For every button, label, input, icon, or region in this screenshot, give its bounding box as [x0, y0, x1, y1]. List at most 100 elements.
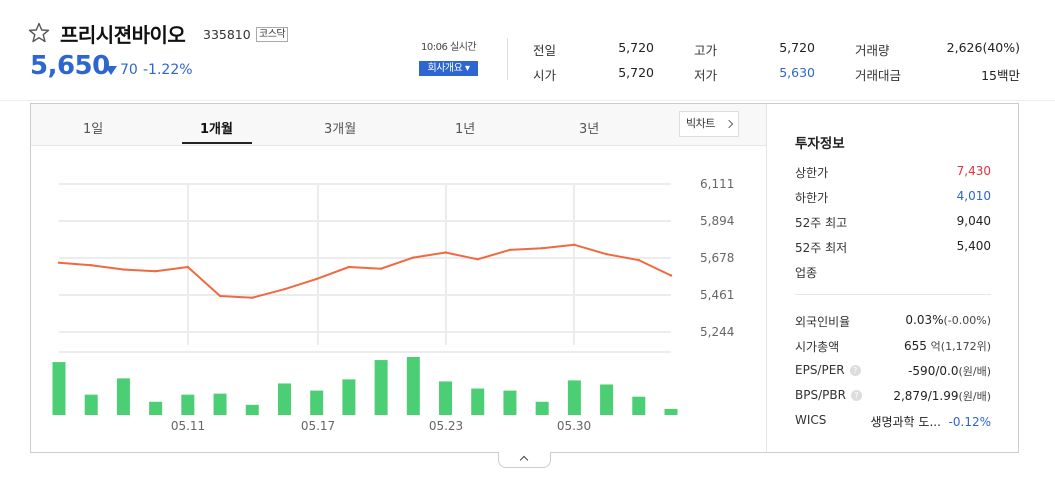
favorite-star-icon[interactable]: [27, 21, 51, 45]
price-point: [251, 296, 254, 299]
info-title: 투자정보: [795, 136, 845, 152]
volume-bar: [213, 393, 227, 415]
y-tick-label: 5,678: [700, 251, 734, 265]
trade-value: 15백만: [981, 68, 1020, 83]
price-change: 70: [105, 62, 138, 78]
investment-info: 투자정보 상한가 7,430 하한가 4,010 52주 최고 9,040 52…: [767, 104, 1018, 452]
help-icon[interactable]: ?: [850, 389, 862, 401]
price-point: [379, 267, 383, 270]
bps-pbr: 2,879/1.99: [893, 389, 959, 403]
chevron-right-icon: [724, 119, 734, 129]
price-point: [444, 251, 447, 254]
high-label: 고가: [694, 43, 718, 58]
info-divider: [795, 294, 991, 295]
realtime-label: 10:06 실시간: [421, 42, 477, 53]
market-cap: 655: [903, 339, 927, 353]
chevron-up-icon: [519, 455, 529, 465]
volume-bar: [503, 390, 517, 415]
volume-bar: [149, 401, 163, 415]
market-cap-rank: (1,172위): [940, 340, 991, 353]
x-tick-label: 05.30: [557, 419, 591, 433]
low52-value: 5,400: [956, 239, 991, 253]
volume-bar: [374, 360, 388, 415]
high52-label: 52주 최고: [795, 216, 848, 230]
price-point: [315, 277, 318, 281]
bps-pbr-unit: (원/배): [958, 390, 991, 403]
tab-3year[interactable]: 3년: [579, 122, 600, 137]
volume-bar: [116, 378, 130, 415]
price-point: [283, 287, 286, 291]
foreign-ratio-label: 외국인비율: [795, 315, 851, 329]
low-value: 5,630: [779, 65, 815, 80]
volume-bar: [567, 380, 581, 415]
collapse-toggle[interactable]: [498, 452, 551, 468]
price-point: [347, 265, 351, 269]
volume-bar: [181, 394, 195, 415]
tab-3month[interactable]: 3개월: [324, 122, 357, 137]
change-rate: -1.22%: [143, 62, 193, 78]
x-tick-label: 05.11: [171, 419, 205, 433]
foreign-ratio-value: 0.03%(-0.00%): [905, 313, 991, 327]
big-chart-label: 빅차트: [686, 117, 715, 130]
help-icon[interactable]: ?: [849, 364, 861, 376]
bps-pbr-label: BPS/PBR?: [795, 388, 862, 402]
volume-bar: [600, 384, 614, 415]
volume-bar: [342, 379, 356, 415]
volume-bar: [245, 404, 259, 415]
foreign-ratio-change: (-0.00%): [943, 314, 992, 327]
open-label: 시가: [533, 68, 557, 83]
high-value: 5,720: [779, 40, 815, 55]
y-tick-label: 5,244: [700, 325, 734, 339]
volume-bar: [52, 362, 66, 415]
y-tick-label: 6,111: [700, 177, 734, 191]
x-tick-label: 05.17: [301, 419, 335, 433]
tab-1day[interactable]: 1일: [83, 122, 104, 137]
stock-header: 프리시젼바이오 335810 코스닥 5,650 70 -1.22% 10:06…: [0, 0, 1055, 100]
market-cap-label: 시가총액: [795, 340, 840, 354]
industry-label: 업종: [795, 266, 818, 280]
bps-pbr-value: 2,879/1.99(원/배): [893, 388, 991, 404]
upper-limit-value: 7,430: [956, 164, 991, 178]
big-chart-button[interactable]: 빅차트: [679, 111, 739, 137]
upper-limit-label: 상한가: [795, 166, 829, 180]
volume-bar: [277, 383, 291, 415]
price-chart[interactable]: 6,111 5,894 5,678 5,461 5,244 05.11 05.17 05.23…: [31, 147, 766, 453]
trade-value-label: 거래대금: [855, 68, 902, 83]
y-tick-label: 5,894: [700, 214, 734, 228]
volume-bar: [310, 390, 324, 415]
volume-label: 거래량: [855, 43, 890, 58]
tab-1month[interactable]: 1개월: [200, 122, 233, 137]
volume-bar: [535, 401, 549, 415]
wics-change: -0.12%: [948, 415, 991, 429]
price-point: [186, 265, 190, 269]
chart-panel: 1일 1개월 3개월 1년 3년 빅차트 6,111 5,894 5,678 5,46…: [30, 103, 1019, 453]
current-price: 5,650: [30, 51, 110, 81]
period-tabs: 1일 1개월 3개월 1년 3년 빅차트: [31, 104, 766, 146]
price-point: [412, 256, 415, 259]
volume-bar: [439, 381, 453, 415]
eps-per: -590/0.0: [908, 364, 959, 378]
eps-per-unit: (원/배): [958, 365, 991, 378]
tab-1year[interactable]: 1년: [455, 122, 476, 137]
price-point: [476, 258, 479, 261]
volume-bar: [84, 394, 98, 415]
active-tab-indicator: [182, 142, 252, 144]
volume-bar: [471, 388, 485, 415]
header-divider: [0, 100, 1055, 101]
price-point: [122, 268, 125, 271]
change-amount: 70: [120, 62, 138, 78]
down-triangle-icon: [105, 65, 117, 75]
volume-value: 2,626(40%): [946, 40, 1020, 55]
prev-close-value: 5,720: [618, 40, 654, 55]
market-badge: 코스닥: [256, 27, 289, 42]
lower-limit-value: 4,010: [956, 189, 991, 203]
volume-bar: [406, 357, 420, 415]
eps-per-label: EPS/PER?: [795, 363, 861, 377]
company-overview-button[interactable]: 회사개요 ▾: [419, 61, 478, 76]
foreign-ratio: 0.03%: [905, 313, 944, 327]
price-point: [605, 252, 608, 256]
wics-label: WICS: [795, 413, 827, 427]
price-point: [57, 261, 61, 264]
price-point: [669, 274, 673, 277]
wics-industry[interactable]: 생명과학 도...: [870, 415, 941, 429]
